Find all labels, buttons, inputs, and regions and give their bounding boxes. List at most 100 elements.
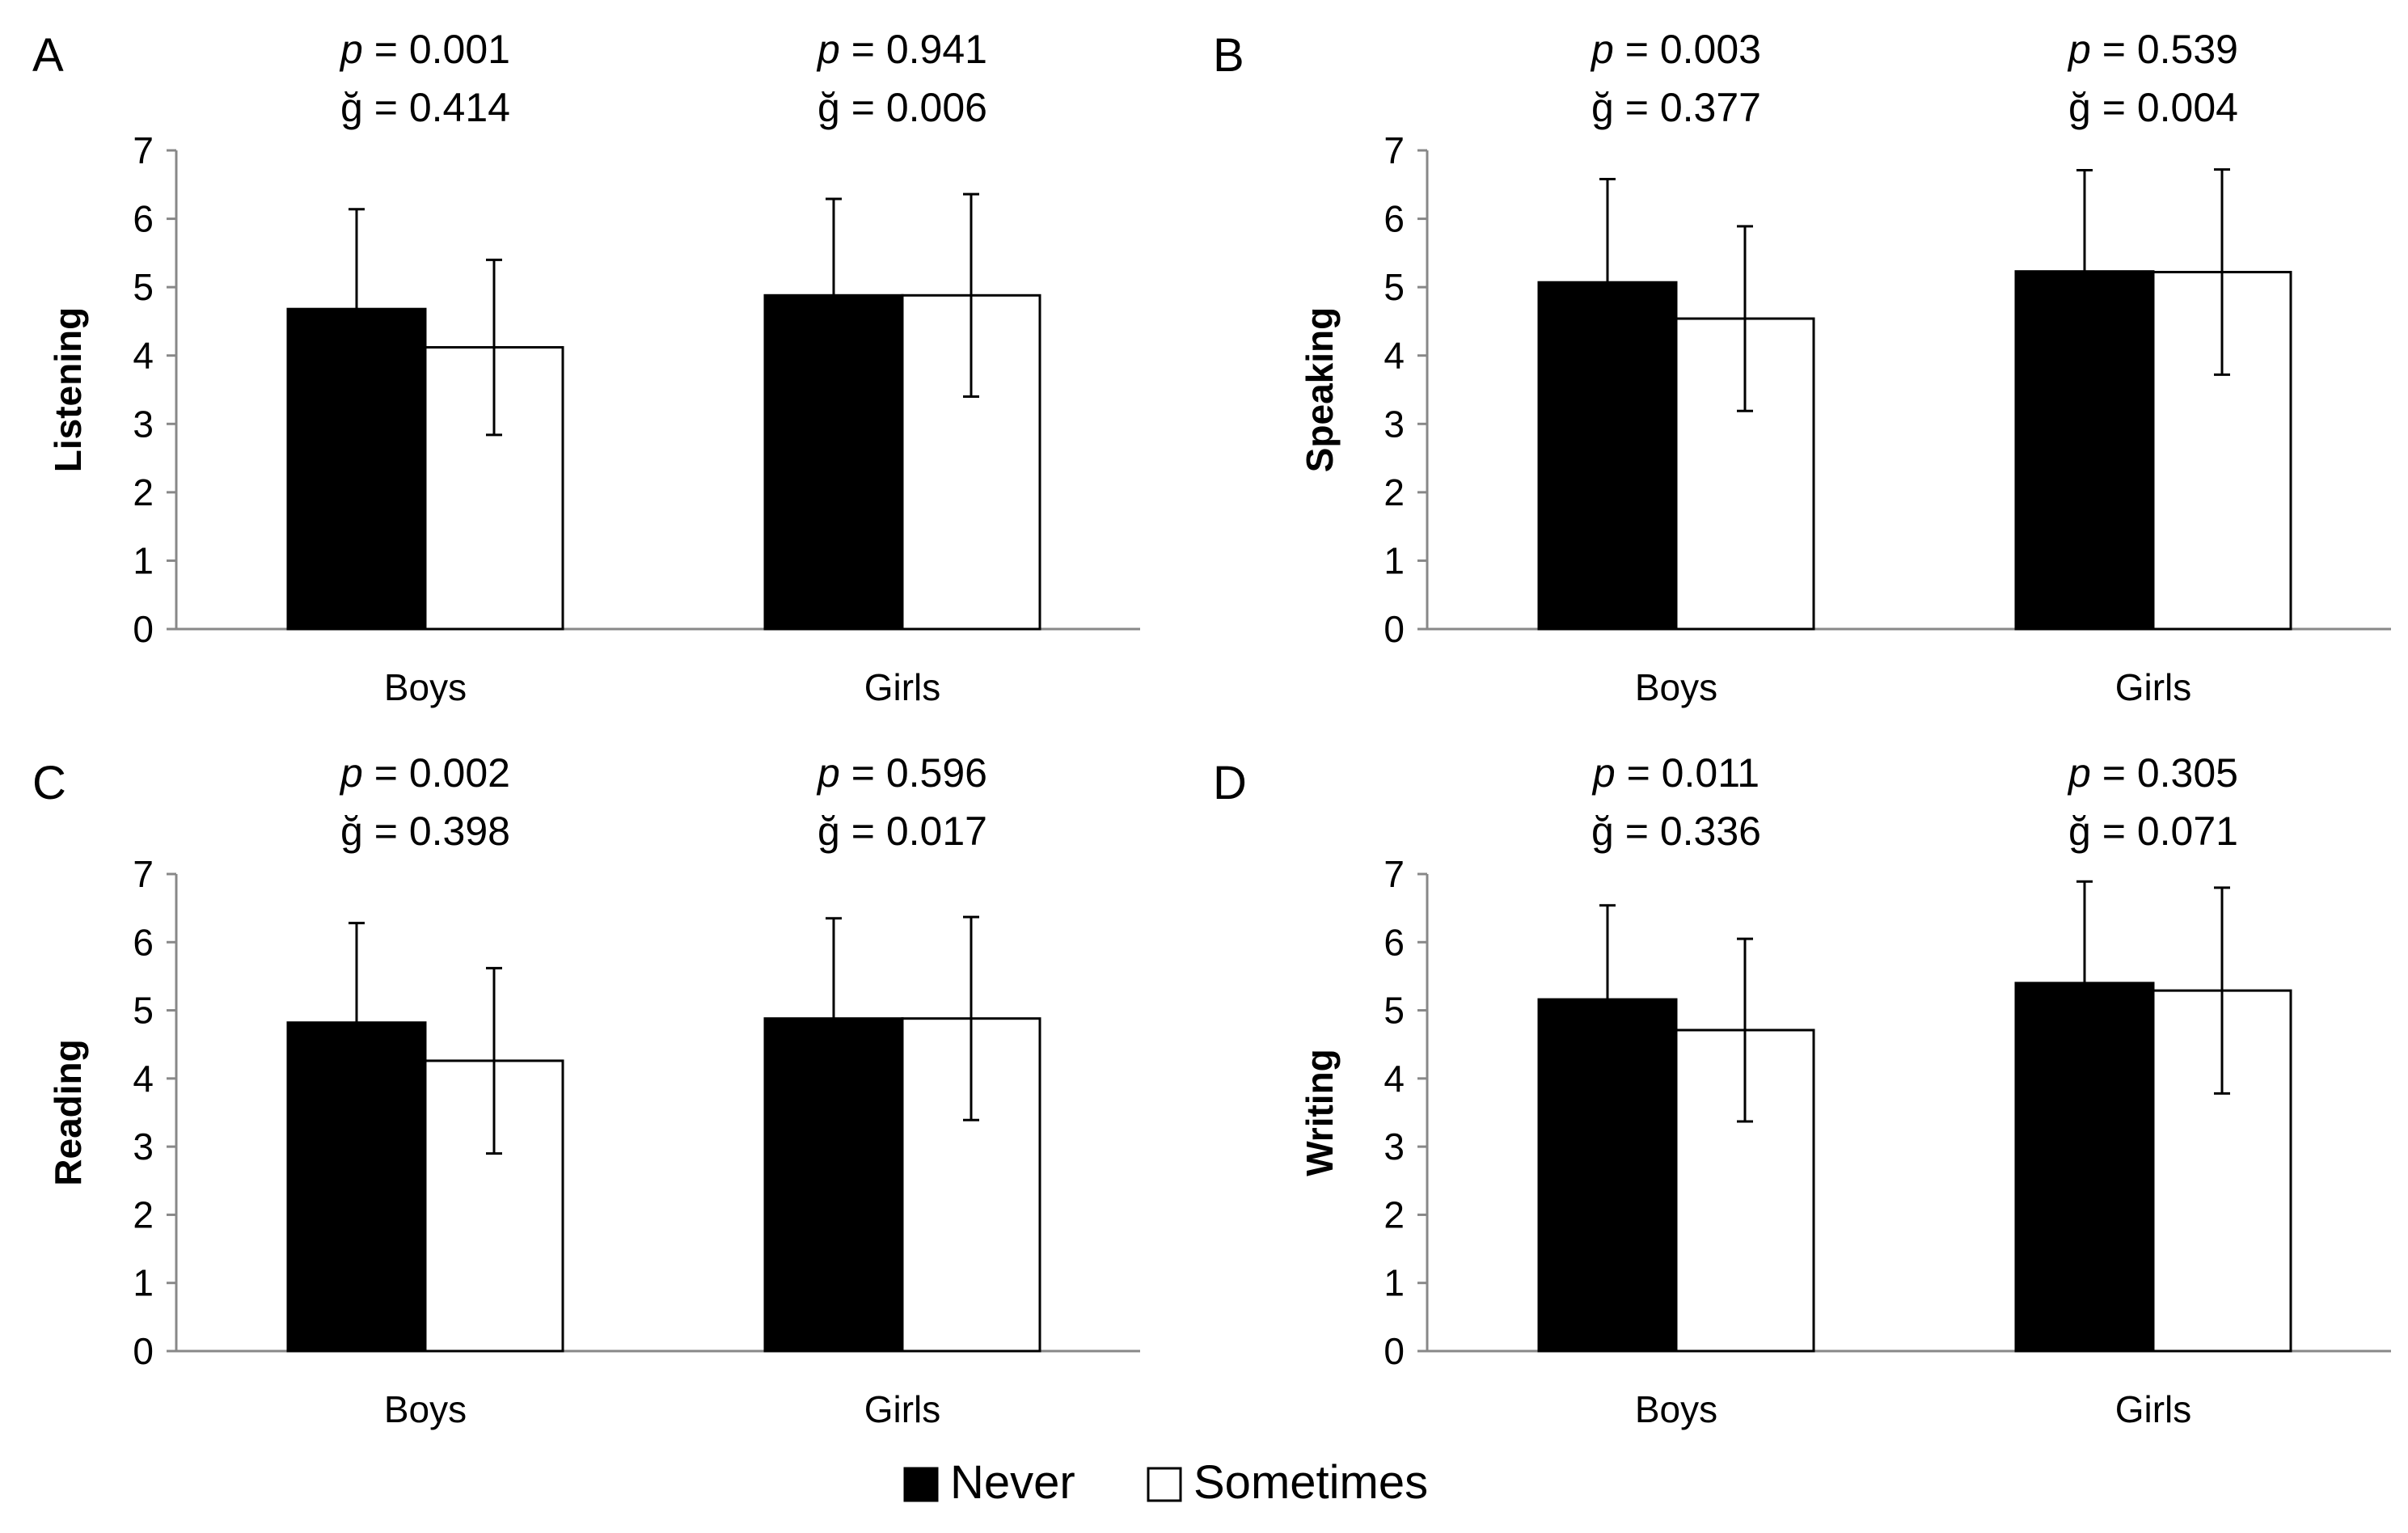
p-value: = 0.539 xyxy=(2091,27,2238,72)
error-bar xyxy=(2214,886,2230,1095)
bar-never xyxy=(286,307,427,631)
effect-size-annotation: ğ = 0.017 xyxy=(817,809,987,854)
y-tick-label: 3 xyxy=(1384,1125,1405,1168)
error-bar xyxy=(2214,168,2230,376)
category-label: Girls xyxy=(864,666,941,708)
effect-size-annotation: ğ = 0.004 xyxy=(2068,85,2238,130)
error-bar xyxy=(486,258,502,437)
effect-size-annotation: ğ = 0.071 xyxy=(2068,809,2238,854)
y-tick-label: 4 xyxy=(133,335,154,377)
p-value-annotation: p = 0.305 xyxy=(2067,750,2238,796)
p-value-annotation: p = 0.003 xyxy=(1590,27,1761,72)
category-label: Boys xyxy=(1635,1388,1717,1430)
y-tick-label: 7 xyxy=(133,853,154,895)
bar-never xyxy=(286,1021,427,1353)
legend-label-sometimes: Sometimes xyxy=(1193,1456,1428,1509)
p-value: = 0.002 xyxy=(363,750,510,796)
p-symbol: p xyxy=(816,27,840,72)
p-symbol: p xyxy=(1590,27,1614,72)
p-symbol: p xyxy=(339,27,363,72)
p-value-annotation: p = 0.011 xyxy=(1591,750,1760,796)
y-tick-label: 1 xyxy=(133,1262,154,1304)
y-tick-label: 4 xyxy=(133,1058,154,1100)
category-label: Boys xyxy=(1635,666,1717,708)
p-value-annotation: p = 0.596 xyxy=(816,750,987,796)
y-tick-label: 6 xyxy=(133,198,154,240)
y-tick-label: 6 xyxy=(1384,198,1405,240)
effect-size-annotation: ğ = 0.398 xyxy=(340,809,510,854)
y-tick-label: 0 xyxy=(1384,608,1405,650)
p-symbol: p xyxy=(339,750,363,796)
panel-c: C 0 1 2 3 4 5 6 7 Reading Boys p = 0.002 ğ = 0.398 Gi… xyxy=(32,750,1140,1430)
category-label: Girls xyxy=(864,1388,941,1430)
p-value-annotation: p = 0.002 xyxy=(339,750,510,796)
p-value: = 0.305 xyxy=(2091,750,2238,796)
panel-label: B xyxy=(1213,29,1244,82)
error-bar xyxy=(826,197,842,296)
legend-swatch-never xyxy=(903,1467,939,1502)
error-bar xyxy=(1737,225,1753,412)
panel-b: B 0 1 2 3 4 5 6 7 Speaking Boys p = 0.003 ğ = 0.377 G… xyxy=(1213,27,2391,708)
panel-label: C xyxy=(32,757,66,809)
y-tick-label: 5 xyxy=(133,990,154,1032)
y-axis-title: Reading xyxy=(47,1039,89,1185)
bar-never xyxy=(2014,270,2155,631)
y-tick-label: 7 xyxy=(1384,853,1405,895)
y-tick-label: 4 xyxy=(1384,1058,1405,1100)
effect-size-annotation: ğ = 0.377 xyxy=(1591,85,1761,130)
error-bar xyxy=(2076,169,2093,272)
bar-never xyxy=(1537,998,1678,1353)
panel-d: D 0 1 2 3 4 5 6 7 Writing Boys p = 0.011 ğ = 0.336 Gi… xyxy=(1213,750,2391,1430)
error-bar xyxy=(349,922,365,1023)
y-tick-label: 7 xyxy=(1384,129,1405,171)
y-tick-label: 5 xyxy=(133,266,154,308)
bar-never xyxy=(2014,982,2155,1353)
y-tick-label: 2 xyxy=(1384,1193,1405,1235)
panel-label: D xyxy=(1213,757,1247,809)
category-label: Boys xyxy=(384,1388,467,1430)
y-tick-label: 1 xyxy=(1384,539,1405,581)
y-tick-label: 5 xyxy=(1384,266,1405,308)
y-tick-label: 2 xyxy=(1384,471,1405,513)
panel-a: A 0 1 2 3 4 5 6 7 Listening Boys p = 0.001 ğ = 0.414… xyxy=(32,27,1140,708)
error-bar xyxy=(486,966,502,1155)
y-tick-label: 0 xyxy=(1384,1330,1405,1372)
effect-size-annotation: ğ = 0.336 xyxy=(1591,809,1761,854)
category-label: Girls xyxy=(2115,1388,2192,1430)
p-value: = 0.011 xyxy=(1616,750,1760,796)
category-label: Girls xyxy=(2115,666,2192,708)
y-axis-title: Listening xyxy=(47,307,89,472)
p-value-annotation: p = 0.941 xyxy=(816,27,987,72)
error-bar xyxy=(349,208,365,310)
p-value: = 0.941 xyxy=(840,27,987,72)
p-value: = 0.001 xyxy=(363,27,510,72)
p-value-annotation: p = 0.539 xyxy=(2067,27,2238,72)
y-tick-label: 6 xyxy=(133,921,154,963)
effect-size-annotation: ğ = 0.414 xyxy=(340,85,510,130)
error-bar xyxy=(2076,880,2093,983)
p-value: = 0.596 xyxy=(840,750,987,796)
bar-never xyxy=(1537,281,1678,631)
error-bar xyxy=(963,915,979,1121)
panel-label: A xyxy=(32,29,64,82)
y-tick-label: 2 xyxy=(133,1193,154,1235)
bar-sometimes xyxy=(424,1059,564,1353)
effect-size-annotation: ğ = 0.006 xyxy=(817,85,987,130)
bar-never xyxy=(763,1017,904,1353)
p-symbol: p xyxy=(1591,750,1616,796)
p-value: = 0.003 xyxy=(1614,27,1761,72)
y-tick-label: 4 xyxy=(1384,335,1405,377)
p-symbol: p xyxy=(2067,27,2091,72)
y-axis-title: Writing xyxy=(1299,1049,1341,1176)
bar-never xyxy=(763,294,904,631)
y-tick-label: 0 xyxy=(133,1330,154,1372)
error-bar xyxy=(826,917,842,1019)
error-bar xyxy=(963,192,979,398)
p-value-annotation: p = 0.001 xyxy=(339,27,510,72)
y-tick-label: 3 xyxy=(133,1125,154,1168)
p-symbol: p xyxy=(2067,750,2091,796)
y-tick-label: 6 xyxy=(1384,921,1405,963)
y-axis-title: Speaking xyxy=(1299,307,1341,473)
